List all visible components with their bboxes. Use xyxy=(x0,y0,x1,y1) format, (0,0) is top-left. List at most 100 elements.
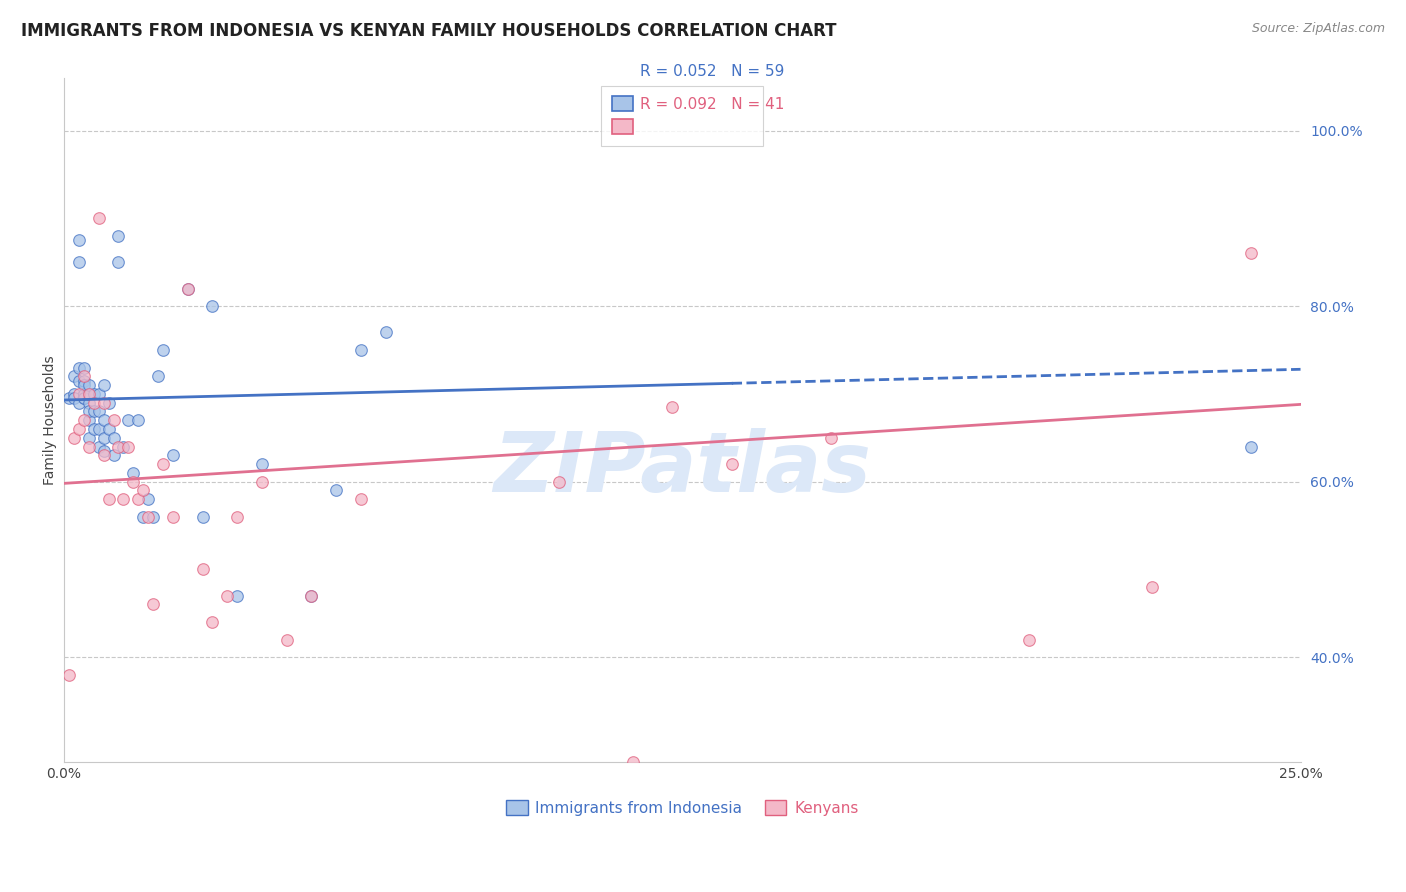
Text: R = 0.052   N = 59: R = 0.052 N = 59 xyxy=(640,64,785,78)
Point xyxy=(97,395,120,409)
Point xyxy=(77,431,100,445)
Point xyxy=(77,404,100,418)
Point xyxy=(93,413,115,427)
Point xyxy=(93,448,115,462)
Point xyxy=(73,391,96,405)
Point xyxy=(103,413,125,427)
Point xyxy=(191,562,214,576)
Point xyxy=(177,281,200,295)
Point xyxy=(127,492,149,507)
Point xyxy=(201,615,224,629)
Point xyxy=(1018,632,1040,647)
Point xyxy=(142,598,165,612)
Point xyxy=(152,457,174,471)
Point xyxy=(250,457,273,471)
Point xyxy=(67,422,90,436)
Point xyxy=(201,299,224,313)
Point xyxy=(93,431,115,445)
Point xyxy=(1140,580,1163,594)
Point xyxy=(87,211,110,226)
Point xyxy=(103,431,125,445)
Point xyxy=(122,475,145,489)
Point xyxy=(325,483,347,498)
Point xyxy=(87,440,110,454)
Point xyxy=(67,374,90,388)
Point xyxy=(77,387,100,401)
Text: Source: ZipAtlas.com: Source: ZipAtlas.com xyxy=(1251,22,1385,36)
Point xyxy=(122,466,145,480)
Point xyxy=(63,391,86,405)
Point xyxy=(103,448,125,462)
Point xyxy=(87,387,110,401)
Point xyxy=(226,509,249,524)
Point xyxy=(547,475,569,489)
Legend: Immigrants from Indonesia, Kenyans: Immigrants from Indonesia, Kenyans xyxy=(499,792,866,823)
Point xyxy=(83,395,105,409)
Point xyxy=(63,369,86,384)
Point xyxy=(162,448,184,462)
Point xyxy=(107,440,129,454)
Point xyxy=(299,589,322,603)
Point xyxy=(1240,246,1263,260)
Point xyxy=(350,343,373,357)
Point xyxy=(146,369,169,384)
Point xyxy=(77,395,100,409)
Point xyxy=(63,387,86,401)
Point xyxy=(112,440,135,454)
Point xyxy=(73,387,96,401)
Point xyxy=(117,413,139,427)
Point xyxy=(820,431,842,445)
Point xyxy=(67,360,90,375)
Point xyxy=(1240,440,1263,454)
Point xyxy=(217,589,239,603)
Point xyxy=(132,483,155,498)
Point xyxy=(58,391,80,405)
Point xyxy=(77,440,100,454)
Point xyxy=(73,387,96,401)
Point xyxy=(73,360,96,375)
Point xyxy=(621,756,644,770)
Point xyxy=(87,404,110,418)
Point xyxy=(142,509,165,524)
Point xyxy=(67,395,90,409)
Point xyxy=(107,228,129,243)
Point xyxy=(250,475,273,489)
Point xyxy=(83,404,105,418)
Point xyxy=(350,492,373,507)
Point xyxy=(152,343,174,357)
Point xyxy=(177,281,200,295)
Y-axis label: Family Households: Family Households xyxy=(44,355,58,485)
Point xyxy=(107,255,129,269)
Point xyxy=(58,667,80,681)
Point xyxy=(73,391,96,405)
Point xyxy=(77,413,100,427)
Point xyxy=(83,422,105,436)
Point xyxy=(93,395,115,409)
Point xyxy=(276,632,298,647)
Text: IMMIGRANTS FROM INDONESIA VS KENYAN FAMILY HOUSEHOLDS CORRELATION CHART: IMMIGRANTS FROM INDONESIA VS KENYAN FAMI… xyxy=(21,22,837,40)
Point xyxy=(87,422,110,436)
Point xyxy=(67,387,90,401)
Point xyxy=(136,509,159,524)
Point xyxy=(67,255,90,269)
Point xyxy=(661,400,683,414)
Point xyxy=(63,431,86,445)
Point xyxy=(77,387,100,401)
Point xyxy=(67,233,90,247)
Point xyxy=(83,387,105,401)
Point xyxy=(73,378,96,392)
Point xyxy=(720,457,742,471)
Point xyxy=(93,443,115,458)
Point xyxy=(136,492,159,507)
Text: ZIPatlas: ZIPatlas xyxy=(494,427,872,508)
Point xyxy=(73,369,96,384)
Point xyxy=(374,326,396,340)
Point xyxy=(73,413,96,427)
Point xyxy=(132,509,155,524)
Point xyxy=(162,509,184,524)
Point xyxy=(112,492,135,507)
Point xyxy=(127,413,149,427)
Point xyxy=(191,509,214,524)
Point xyxy=(93,378,115,392)
Point xyxy=(73,374,96,388)
